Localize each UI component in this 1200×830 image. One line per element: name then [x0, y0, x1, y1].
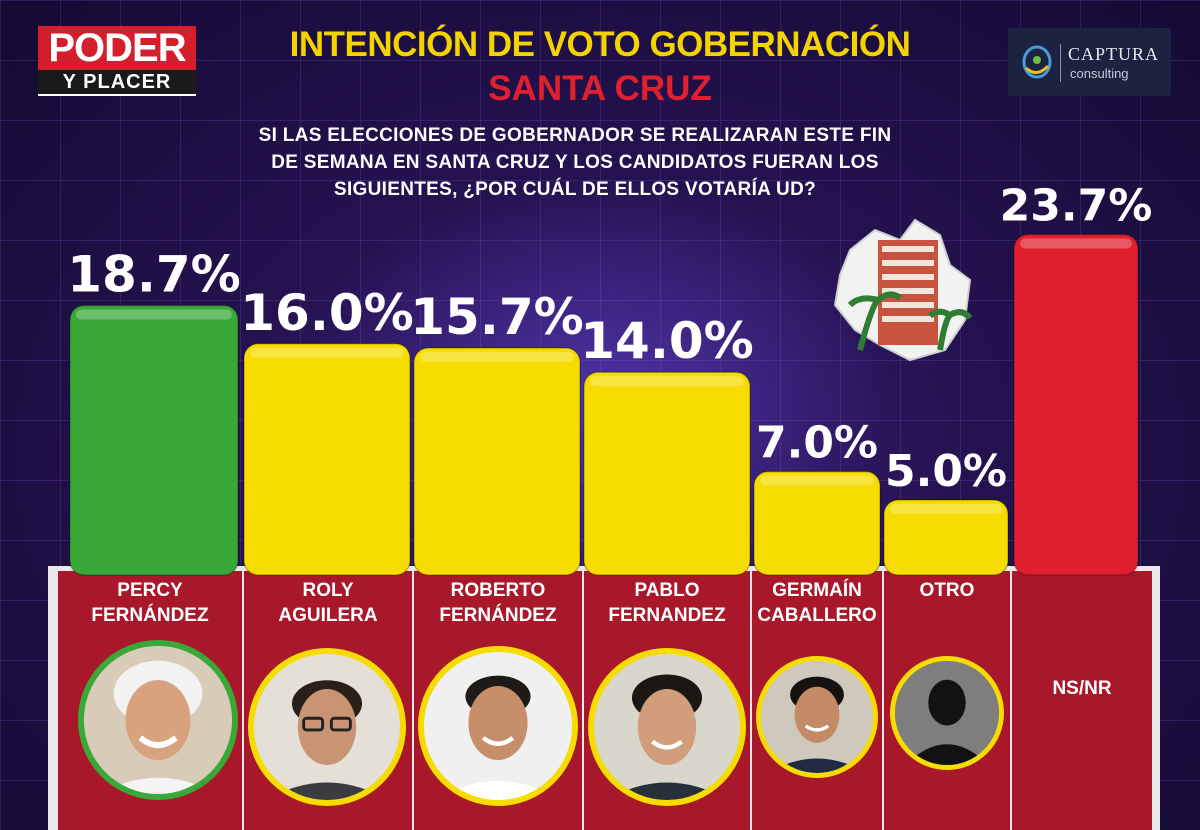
candidate-first-name: PABLO	[634, 580, 700, 601]
candidate-name-otro: OTRO	[884, 578, 1010, 603]
bar-0	[69, 304, 239, 576]
bar-highlight-3	[590, 376, 744, 387]
bar-highlight-0	[76, 309, 232, 320]
bar-value-label-5: 5.0%	[885, 446, 1007, 497]
bar-highlight-6	[1020, 238, 1132, 249]
candidate-name-roly: ROLY AGUILERA	[244, 578, 412, 628]
bar-value-label-1: 16.0%	[240, 284, 413, 342]
avatar-otro	[890, 656, 1004, 770]
logo-left-bottom: Y PLACER	[38, 70, 196, 96]
bar-highlight-2	[420, 352, 574, 363]
candidate-name-percy: PERCY FERNÁNDEZ	[58, 578, 242, 628]
poder-y-placer-logo: PODER Y PLACER	[38, 26, 196, 96]
man-glasses-portrait-icon	[254, 654, 400, 800]
avatar-roly	[248, 648, 406, 806]
candidate-first-name: OTRO	[919, 580, 975, 601]
bar-highlight-5	[890, 504, 1002, 514]
logo-right-name: CAPTURA	[1068, 44, 1160, 64]
candidate-name-roberto: ROBERTO FERNÁNDEZ	[414, 578, 582, 628]
avatar-percy	[78, 640, 238, 800]
candidate-last-name: AGUILERA	[278, 605, 378, 626]
candidate-last-name: FERNANDEZ	[608, 605, 726, 626]
candidate-last-name: CABALLERO	[757, 605, 877, 626]
avatar-roberto	[418, 646, 578, 806]
candidate-last-name: FERNÁNDEZ	[439, 605, 557, 626]
bar-2	[413, 347, 581, 576]
chart-title: INTENCIÓN DE VOTO GOBERNACIÓN	[289, 25, 911, 64]
silhouette-icon	[895, 661, 999, 765]
bar-4	[753, 470, 881, 576]
bar-value-label-0: 18.7%	[67, 245, 240, 303]
bar-value-label-6: 23.7%	[1000, 180, 1153, 231]
candidate-first-name: ROBERTO	[450, 580, 546, 601]
captura-emblem-icon	[1022, 45, 1052, 79]
logo-left-top: PODER	[38, 26, 196, 70]
bar-1	[243, 343, 411, 576]
candidate-name-germain: GERMAÍN CABALLERO	[752, 578, 882, 628]
cell-nsnr	[1012, 571, 1152, 830]
candidate-first-name: PERCY	[117, 580, 183, 601]
bar-value-label-3: 14.0%	[580, 312, 753, 370]
avatar-pablo	[588, 648, 746, 806]
candidate-first-name: GERMAÍN	[772, 580, 862, 601]
candidate-first-name: ROLY	[302, 580, 354, 601]
avatar-germain	[756, 656, 878, 778]
bar-3	[583, 371, 751, 576]
bar-value-label-4: 7.0%	[756, 418, 878, 469]
logo-separator	[1060, 44, 1061, 82]
chart-subtitle: SANTA CRUZ	[488, 69, 712, 108]
candidate-name-pablo: PABLO FERNANDEZ	[584, 578, 750, 628]
logo-right-sub: consulting	[1070, 66, 1129, 81]
nsnr-label: NS/NR	[1052, 678, 1112, 699]
bar-6	[1013, 233, 1139, 576]
captura-consulting-logo: CAPTURA consulting	[1008, 28, 1171, 96]
santa-cruz-map-illustration	[833, 218, 973, 362]
bar-highlight-1	[250, 347, 404, 358]
bar-value-label-2: 15.7%	[410, 288, 583, 346]
survey-question: SI LAS ELECCIONES DE GOBERNADOR SE REALI…	[258, 125, 892, 200]
bar-5	[883, 499, 1009, 576]
young-man-portrait-icon	[594, 654, 740, 800]
candidate-last-name: FERNÁNDEZ	[91, 605, 209, 626]
bar-highlight-4	[760, 475, 874, 486]
